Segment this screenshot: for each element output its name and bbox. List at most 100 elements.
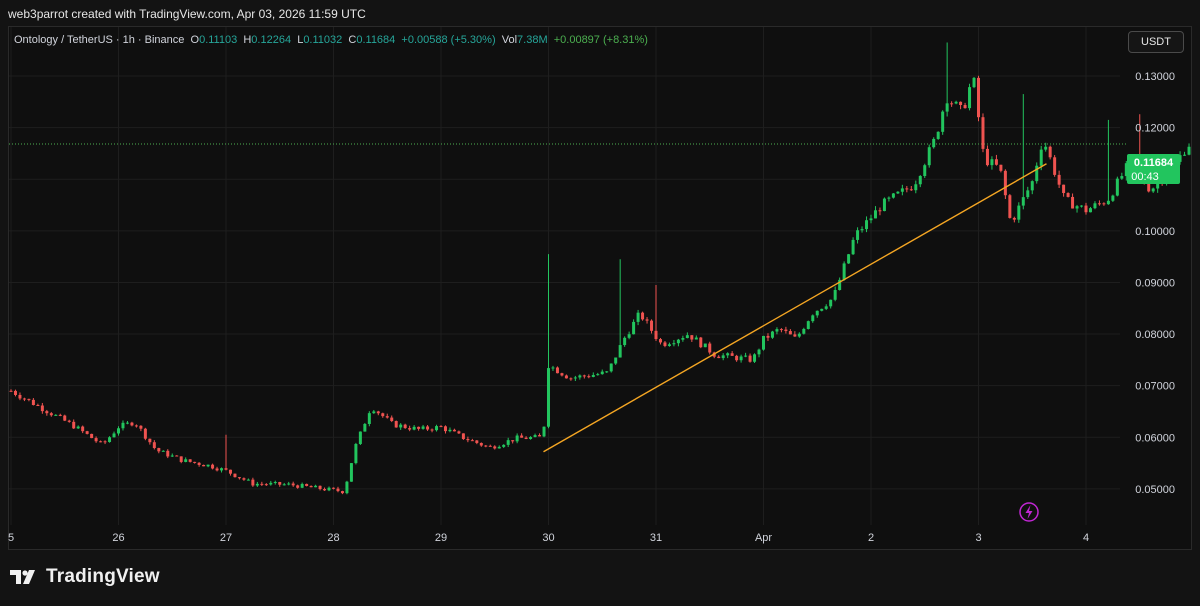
candle-body [448, 429, 452, 432]
candle-body [748, 355, 752, 362]
x-tick-label: 27 [220, 532, 232, 544]
trendline[interactable] [543, 163, 1047, 453]
legend-low-label: L [297, 34, 304, 46]
candle-body [1035, 165, 1039, 182]
candle-body [291, 483, 295, 486]
candle-body [412, 426, 416, 430]
candle-body [663, 342, 667, 346]
candle-body [1021, 197, 1025, 206]
legend-volume-value: 7.38M [517, 34, 548, 46]
tradingview-logo[interactable]: TradingView [10, 566, 160, 588]
candle-body [408, 428, 412, 430]
candle-body [233, 473, 237, 478]
candle-body [770, 331, 774, 338]
candle-body [775, 329, 779, 332]
candle-body [309, 485, 313, 488]
candle-body [421, 426, 425, 429]
candle-body [618, 345, 622, 358]
candle-body [596, 374, 600, 376]
candle-body [676, 339, 680, 344]
candle-body [627, 334, 631, 338]
legend-low-value: 0.11032 [303, 34, 343, 46]
y-tick-label: 0.05000 [1135, 484, 1175, 496]
candle-body [1102, 203, 1106, 205]
candle-body [323, 489, 327, 491]
candle-body [779, 329, 783, 331]
candle-body [968, 87, 972, 109]
price-tag-price: 0.11684 [1134, 157, 1174, 169]
candle-body [923, 165, 927, 177]
candle-body [502, 444, 506, 447]
chart-panel[interactable] [8, 26, 1192, 550]
candle-body [658, 339, 662, 343]
y-tick-label: 0.09000 [1135, 277, 1175, 289]
candle-body [1071, 196, 1075, 209]
candle-body [806, 321, 810, 329]
candle-body [211, 464, 215, 469]
legend-volume-change: +0.00897 (+8.31%) [553, 34, 648, 46]
legend-close-value: 0.11684 [356, 34, 396, 46]
x-tick-label: 2 [868, 532, 874, 544]
candle-body [820, 308, 824, 311]
candle-body [143, 428, 147, 439]
x-tick-label: 31 [650, 532, 662, 544]
candle-body [220, 468, 224, 471]
candle-body [287, 483, 291, 485]
candle-body [650, 320, 654, 331]
candle-body [717, 356, 721, 359]
y-tick-label: 0.10000 [1135, 226, 1175, 238]
candle-body [878, 210, 882, 212]
candle-body [1039, 149, 1043, 166]
header-bar: web3parrot created with TradingView.com,… [0, 0, 1200, 26]
candle-body [865, 220, 869, 230]
trendline-group [543, 163, 1047, 453]
candle-body [103, 441, 107, 443]
y-axis: 0.05000 0.06000 0.07000 0.08000 0.09000 0.100… [1135, 71, 1175, 496]
candle-body [587, 376, 591, 378]
candle-body [403, 424, 407, 429]
candle-body [824, 306, 828, 309]
candle-body [367, 413, 371, 424]
candle-body [390, 417, 394, 422]
candle-body [426, 426, 430, 430]
legend-open-value: 0.11103 [199, 34, 238, 46]
currency-button[interactable]: USDT [1128, 31, 1184, 53]
candle-body [327, 487, 331, 491]
candle-body [721, 355, 725, 359]
candle-body [641, 312, 645, 320]
candle-body [1030, 181, 1034, 191]
candle-body [1097, 203, 1101, 205]
candle-body [36, 405, 40, 407]
candle-body [497, 446, 501, 449]
candle-body [1187, 146, 1191, 155]
candle-body [484, 445, 488, 447]
candle-body [260, 483, 264, 485]
candle-body [757, 349, 761, 355]
candle-body [918, 176, 922, 185]
candle-body [1111, 195, 1115, 201]
y-tick-label: 0.13000 [1135, 71, 1175, 83]
candle-body [45, 411, 49, 414]
candle-body [269, 482, 273, 485]
candle-body [67, 420, 71, 422]
candle-body [475, 440, 479, 443]
candle-body [959, 101, 963, 106]
candle-body [744, 355, 748, 357]
candle-body [1115, 178, 1119, 196]
alert-icon[interactable] [1019, 502, 1039, 522]
candle-body [506, 440, 510, 445]
candle-body [148, 438, 152, 443]
candle-body [175, 455, 179, 457]
candle-body [542, 426, 546, 437]
candle-body [1106, 200, 1110, 205]
candle-body [972, 77, 976, 88]
candle-body [1017, 205, 1021, 220]
candle-body [237, 477, 241, 479]
candle-body [856, 230, 860, 240]
candle-body [945, 103, 949, 112]
candle-body [81, 426, 85, 432]
candle-body [1057, 174, 1061, 185]
candle-body [264, 484, 268, 486]
candle-body [869, 218, 873, 221]
